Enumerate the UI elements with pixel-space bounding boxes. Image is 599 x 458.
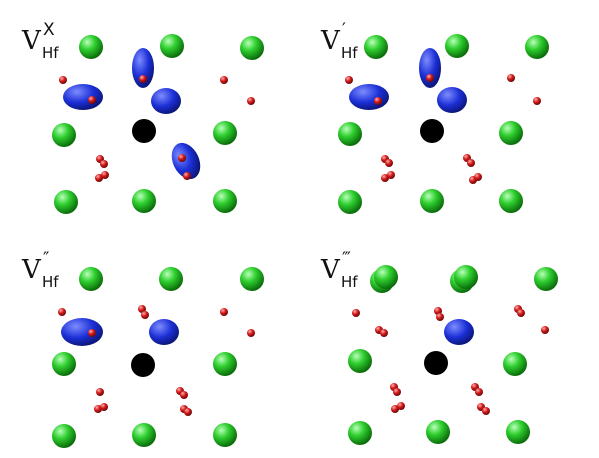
panel-v1: V ′ Hf (299, 0, 598, 229)
charge-lobe (444, 319, 474, 345)
hf-atom (445, 34, 469, 58)
panel-label: V X Hf (22, 20, 59, 62)
hf-atom (52, 123, 76, 147)
hf-atom (213, 121, 237, 145)
o-atom (100, 403, 108, 411)
o-atom (59, 76, 67, 84)
o-atom (467, 159, 475, 167)
charge-lobe (171, 142, 201, 180)
charge-lobe (437, 87, 467, 113)
o-atom (387, 171, 395, 179)
o-atom (58, 308, 66, 316)
charge-lobe (151, 88, 181, 114)
structure-v2 (52, 267, 264, 448)
o-atom (247, 97, 255, 105)
o-atom (475, 388, 483, 396)
charge-lobe (63, 84, 103, 110)
o-atom (541, 326, 549, 334)
o-atom (391, 405, 399, 413)
vacancy-site (131, 353, 155, 377)
structure-v3 (348, 265, 558, 445)
hf-atom (213, 352, 237, 376)
o-atom (96, 388, 104, 396)
o-atom (184, 408, 192, 416)
panel-label: V ″ Hf (22, 249, 59, 291)
o-atom (352, 309, 360, 317)
structure-v1 (338, 34, 549, 214)
o-atom (95, 174, 103, 182)
o-atom (180, 391, 188, 399)
charge-lobe (149, 319, 179, 345)
panel-vx: V X Hf (0, 0, 299, 229)
o-atom (393, 388, 401, 396)
panel-v2: V ″ Hf (0, 229, 299, 458)
hf-atom (159, 267, 183, 291)
hf-atom (454, 265, 478, 289)
o-atom (397, 402, 405, 410)
o-atom (374, 97, 382, 105)
vacancy-site (420, 119, 444, 143)
o-atom (436, 313, 444, 321)
hf-atom (338, 122, 362, 146)
o-atom (507, 74, 515, 82)
o-atom (517, 309, 525, 317)
hf-atom (499, 189, 523, 213)
o-atom (482, 407, 490, 415)
o-atom (381, 174, 389, 182)
hf-atom (374, 265, 398, 289)
hf-atom (160, 34, 184, 58)
o-atom (88, 329, 96, 337)
charge-lobe (349, 84, 389, 110)
o-atom (183, 172, 191, 180)
vacancy-site (132, 119, 156, 143)
charge-lobe (61, 318, 103, 346)
hf-atom (52, 424, 76, 448)
hf-atom (79, 267, 103, 291)
o-atom (88, 96, 96, 104)
panel-v3: V ‴ Hf (299, 229, 598, 458)
o-atom (101, 171, 109, 179)
hf-atom (240, 267, 264, 291)
hf-atom (132, 423, 156, 447)
hf-atom (54, 190, 78, 214)
hf-atom (364, 35, 388, 59)
hf-atom (525, 35, 549, 59)
hf-atom (503, 352, 527, 376)
o-atom (345, 76, 353, 84)
o-atom (220, 76, 228, 84)
o-atom (100, 160, 108, 168)
o-atom (138, 305, 146, 313)
hf-atom (132, 189, 156, 213)
hf-atom (213, 189, 237, 213)
hf-atom (348, 421, 372, 445)
o-atom (380, 329, 388, 337)
o-atom (139, 75, 147, 83)
o-atom (385, 159, 393, 167)
o-atom (247, 329, 255, 337)
o-atom (474, 173, 482, 181)
hf-atom (52, 352, 76, 376)
panel-label: V ′ Hf (321, 20, 358, 62)
hf-atom (348, 349, 372, 373)
hf-atom (506, 420, 530, 444)
hf-atom (420, 189, 444, 213)
o-atom (141, 311, 149, 319)
charge-lobe (419, 48, 441, 88)
hf-atom (534, 267, 558, 291)
panel-label: V ‴ Hf (321, 249, 358, 291)
vacancy-site (424, 351, 448, 375)
structure-vx (52, 34, 264, 214)
hf-atom (338, 190, 362, 214)
hf-atom (213, 423, 237, 447)
o-atom (533, 97, 541, 105)
hf-atom (79, 35, 103, 59)
o-atom (426, 74, 434, 82)
charge-lobe (132, 48, 154, 88)
o-atom (220, 308, 228, 316)
hf-atom (240, 36, 264, 60)
hf-atom (499, 121, 523, 145)
o-atom (178, 154, 186, 162)
hf-atom (426, 420, 450, 444)
